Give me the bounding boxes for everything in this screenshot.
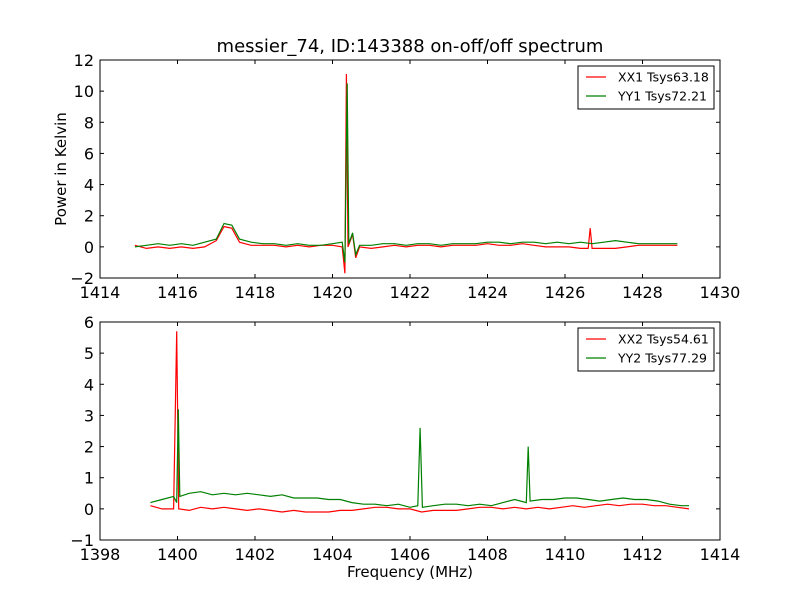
x-tick-label: 1424 bbox=[467, 283, 508, 302]
series-line-yy1 bbox=[134, 83, 678, 263]
x-axis-label: Frequency (MHz) bbox=[347, 563, 473, 581]
x-tick-label: 1420 bbox=[312, 283, 353, 302]
x-tick-label: 1408 bbox=[467, 545, 508, 564]
x-tick-label: 1414 bbox=[80, 283, 121, 302]
y-tick-label: 4 bbox=[84, 176, 94, 195]
y-tick-label: 2 bbox=[84, 438, 94, 457]
y-tick-label: 6 bbox=[84, 144, 94, 163]
chart-title: messier_74, ID:143388 on-off/off spectru… bbox=[217, 36, 604, 57]
series-line-xx2 bbox=[150, 331, 690, 513]
y-tick-label: 5 bbox=[84, 344, 94, 363]
x-tick-label: 1428 bbox=[622, 283, 663, 302]
legend: XX1 Tsys63.18 YY1 Tsys72.21 bbox=[577, 65, 715, 110]
x-tick-label: 1418 bbox=[235, 283, 276, 302]
legend: XX2 Tsys54.61 YY2 Tsys77.29 bbox=[577, 327, 715, 372]
y-tick-label: 12 bbox=[74, 51, 94, 70]
y-axis-label: Power in Kelvin bbox=[52, 112, 70, 226]
x-tick-label: 1398 bbox=[80, 545, 121, 564]
x-tick-label: 1406 bbox=[390, 545, 431, 564]
x-tick-label: 1416 bbox=[157, 283, 198, 302]
y-tick-label: 0 bbox=[84, 500, 94, 519]
y-tick-label: 3 bbox=[84, 406, 94, 425]
series-line-yy2 bbox=[150, 409, 689, 508]
x-tick-label: 1430 bbox=[700, 283, 741, 302]
x-tick-label: 1412 bbox=[622, 545, 663, 564]
x-tick-label: 1400 bbox=[157, 545, 198, 564]
y-tick-label: 10 bbox=[74, 82, 94, 101]
x-tick-label: 1410 bbox=[545, 545, 586, 564]
legend-label: YY2 Tsys77.29 bbox=[617, 351, 707, 366]
x-tick-label: 1422 bbox=[390, 283, 431, 302]
legend-box bbox=[577, 327, 715, 372]
subplot-1: 1414 1416 1418 1420 1422 1424 1426 1428 1430 −2 0 2… bbox=[52, 36, 740, 302]
x-tick-label: 1414 bbox=[700, 545, 741, 564]
y-tick-label: −1 bbox=[70, 531, 94, 550]
legend-label: YY1 Tsys72.21 bbox=[617, 89, 707, 104]
legend-label: XX1 Tsys63.18 bbox=[618, 70, 709, 85]
series-line-xx1 bbox=[134, 73, 678, 274]
x-tick-label: 1402 bbox=[235, 545, 276, 564]
legend-label: XX2 Tsys54.61 bbox=[618, 332, 709, 347]
y-tick-label: 1 bbox=[84, 469, 94, 488]
x-tick-label: 1426 bbox=[545, 283, 586, 302]
y-tick-label: 8 bbox=[84, 113, 94, 132]
y-tick-label: 4 bbox=[84, 375, 94, 394]
subplot-2: 1398 1400 1402 1404 1406 1408 1410 1412 1414 −1 0 1… bbox=[70, 313, 740, 581]
y-tick-label: −2 bbox=[70, 269, 94, 288]
y-tick-label: 0 bbox=[84, 238, 94, 257]
x-tick-label: 1404 bbox=[312, 545, 353, 564]
y-tick-label: 6 bbox=[84, 313, 94, 332]
y-tick-label: 2 bbox=[84, 207, 94, 226]
legend-box bbox=[577, 65, 715, 110]
